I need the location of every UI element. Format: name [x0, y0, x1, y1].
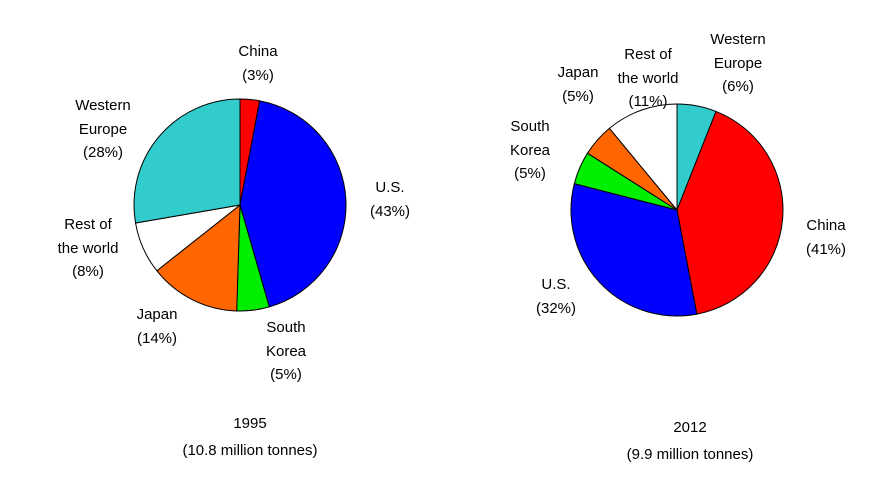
slice-label: Japan (14%) [121, 303, 193, 350]
chart-subtitle: (10.8 million tonnes) [182, 442, 318, 459]
percent-label: (8%) [72, 263, 104, 280]
slice-label: South Korea (5%) [494, 115, 566, 186]
category-name: Japan [136, 306, 178, 323]
percent-label: (14%) [136, 329, 177, 347]
slice-label: South Korea (5%) [250, 316, 322, 387]
percent-label: (5%) [514, 165, 546, 182]
pie-slice [570, 183, 698, 317]
slice-label: Rest of the world (8%) [52, 213, 124, 284]
category-name: Japan [557, 64, 599, 81]
slice-label: Western Europe (6%) [702, 28, 774, 99]
percent-label: (5%) [562, 87, 594, 105]
category-name: South Korea [265, 319, 307, 360]
percent-label: (11%) [628, 93, 668, 110]
category-name: South Korea [509, 118, 551, 159]
chart-caption: 1995 (10.8 million tonnes) [130, 410, 370, 464]
percent-label: (3%) [242, 66, 274, 84]
category-name: Rest of the world [57, 216, 119, 257]
slice-label: Japan (5%) [542, 61, 614, 108]
chart-title: 1995 [233, 415, 267, 432]
pie-slice [133, 98, 241, 224]
category-name: Western Europe [75, 97, 131, 138]
slice-label: Rest of the world (11%) [612, 43, 684, 114]
percent-label: (32%) [535, 299, 576, 317]
category-name: U.S. [375, 179, 405, 196]
percent-label: (28%) [82, 144, 123, 161]
pie-slice [608, 103, 678, 212]
slice-label: U.S. (43%) [354, 176, 426, 223]
pie-slice [676, 110, 784, 315]
slice-label: China (3%) [222, 40, 294, 87]
slice-label: China (41%) [790, 214, 862, 261]
category-name: Western Europe [710, 31, 766, 72]
slice-label: U.S. (32%) [520, 273, 592, 320]
category-name: China [238, 43, 278, 60]
pie-slice [156, 203, 241, 312]
chart-subtitle: (9.9 million tonnes) [626, 446, 754, 463]
category-name: China [806, 217, 846, 234]
percent-label: (5%) [270, 366, 302, 383]
chart-title: 2012 [673, 419, 707, 436]
percent-label: (6%) [722, 78, 754, 95]
chart-caption: 2012 (9.9 million tonnes) [570, 414, 810, 468]
pie-slice [239, 100, 347, 308]
category-name: Rest of the world [617, 46, 679, 87]
percent-label: (41%) [805, 240, 846, 258]
slice-label: Western Europe (28%) [67, 94, 139, 165]
category-name: U.S. [541, 276, 571, 293]
percent-label: (43%) [369, 202, 410, 220]
